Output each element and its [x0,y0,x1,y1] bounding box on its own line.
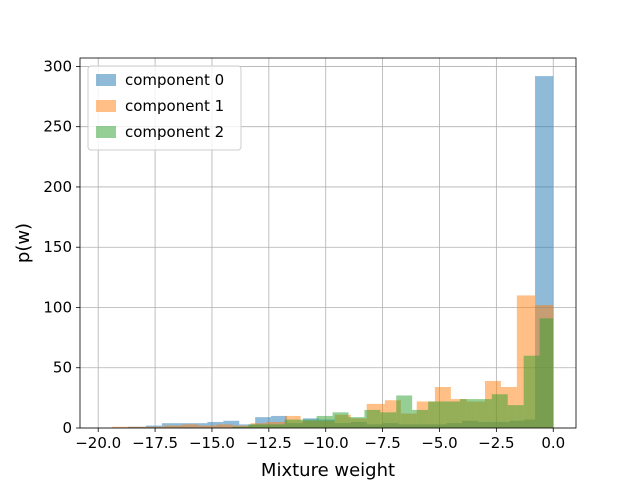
histogram-bar [364,409,381,428]
histogram-bar [348,417,365,428]
histogram-bar [380,412,397,428]
histogram-bar [284,419,301,428]
histogram-bar [182,424,199,428]
series-2 [232,318,554,428]
y-tick-label: 250 [43,118,72,136]
y-axis-label: p(w) [13,223,34,263]
x-tick-label: −10.0 [303,434,349,452]
histogram-bar [539,318,554,428]
histogram-bar [507,405,524,428]
legend-box [87,65,242,151]
legend-swatch [96,100,116,112]
y-tick-label: 200 [43,178,72,196]
histogram-bar [428,401,445,428]
plot-frame [79,57,577,429]
histogram-bar [444,401,460,428]
histogram-bar [475,399,492,428]
x-axis-label: Mixture weight [261,460,395,480]
histogram-bar [255,417,272,428]
histogram-bar [523,355,540,428]
histogram-bar [207,421,224,428]
x-tick-label: −17.5 [132,434,178,452]
bars [111,76,554,428]
x-tick-label: −15.0 [189,434,235,452]
histogram-bar [198,425,217,428]
legend: component 0 component 1 component 2 [87,65,242,151]
x-tick-label: −7.5 [364,434,400,452]
histogram-bar [491,394,508,428]
histogram-bar [216,424,233,428]
x-tick-label: −20.0 [75,434,121,452]
legend-swatch [96,126,116,138]
legend-label: component 1 [125,97,224,115]
histogram-bar [148,426,165,428]
histogram-bar [412,409,429,428]
legend-label: component 0 [125,71,224,89]
y-tick-label: 50 [53,359,72,377]
y-tick-label: 300 [43,57,72,75]
x-tick-label: −12.5 [246,434,292,452]
histogram-bar [396,395,413,428]
histogram-bar [300,419,317,428]
y-tick-label: 100 [43,298,72,316]
y-axis-ticks: 0 50 100 150 200 250 300 [43,57,80,437]
histogram-bar [316,415,333,428]
legend-label: component 2 [125,123,224,141]
x-axis-ticks: −20.0 −17.5 −15.0 −12.5 −10.0 −7.5 −5.0 −2.5 0.0 [75,428,565,452]
histogram-bar [266,424,285,428]
legend-swatch [96,74,116,86]
x-tick-label: −2.5 [478,434,514,452]
x-tick-label: −5.0 [421,434,457,452]
histogram-bar [248,424,267,428]
histogram-bar [459,399,476,428]
x-tick-label: 0.0 [541,434,565,452]
histogram-bar [164,425,183,428]
histogram-bar [332,412,349,428]
histogram-bar [130,426,149,428]
histogram-bar [111,426,131,428]
y-tick-label: 0 [62,419,72,437]
y-tick-label: 150 [43,238,72,256]
histogram-bar [232,426,249,428]
